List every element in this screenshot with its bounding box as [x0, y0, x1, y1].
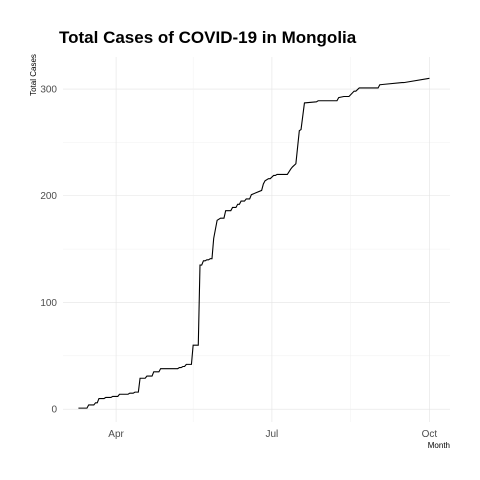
- chart-title: Total Cases of COVID-19 in Mongolia: [59, 28, 357, 47]
- y-tick-label: 200: [40, 191, 57, 202]
- x-axis-title: Month: [428, 441, 450, 450]
- grid: [63, 57, 450, 422]
- y-axis-title: Total Cases: [29, 54, 38, 96]
- y-axis-ticks: 0 100 200 300: [40, 85, 57, 416]
- x-tick-label: Apr: [108, 429, 124, 440]
- x-tick-label: Oct: [422, 429, 438, 440]
- x-tick-label: Jul: [266, 429, 279, 440]
- x-axis-ticks: Apr Jul Oct: [108, 429, 437, 440]
- series-line-total-cases: [78, 77, 430, 409]
- y-tick-label: 0: [51, 405, 57, 416]
- y-tick-label: 300: [40, 85, 57, 96]
- y-tick-label: 100: [40, 298, 57, 309]
